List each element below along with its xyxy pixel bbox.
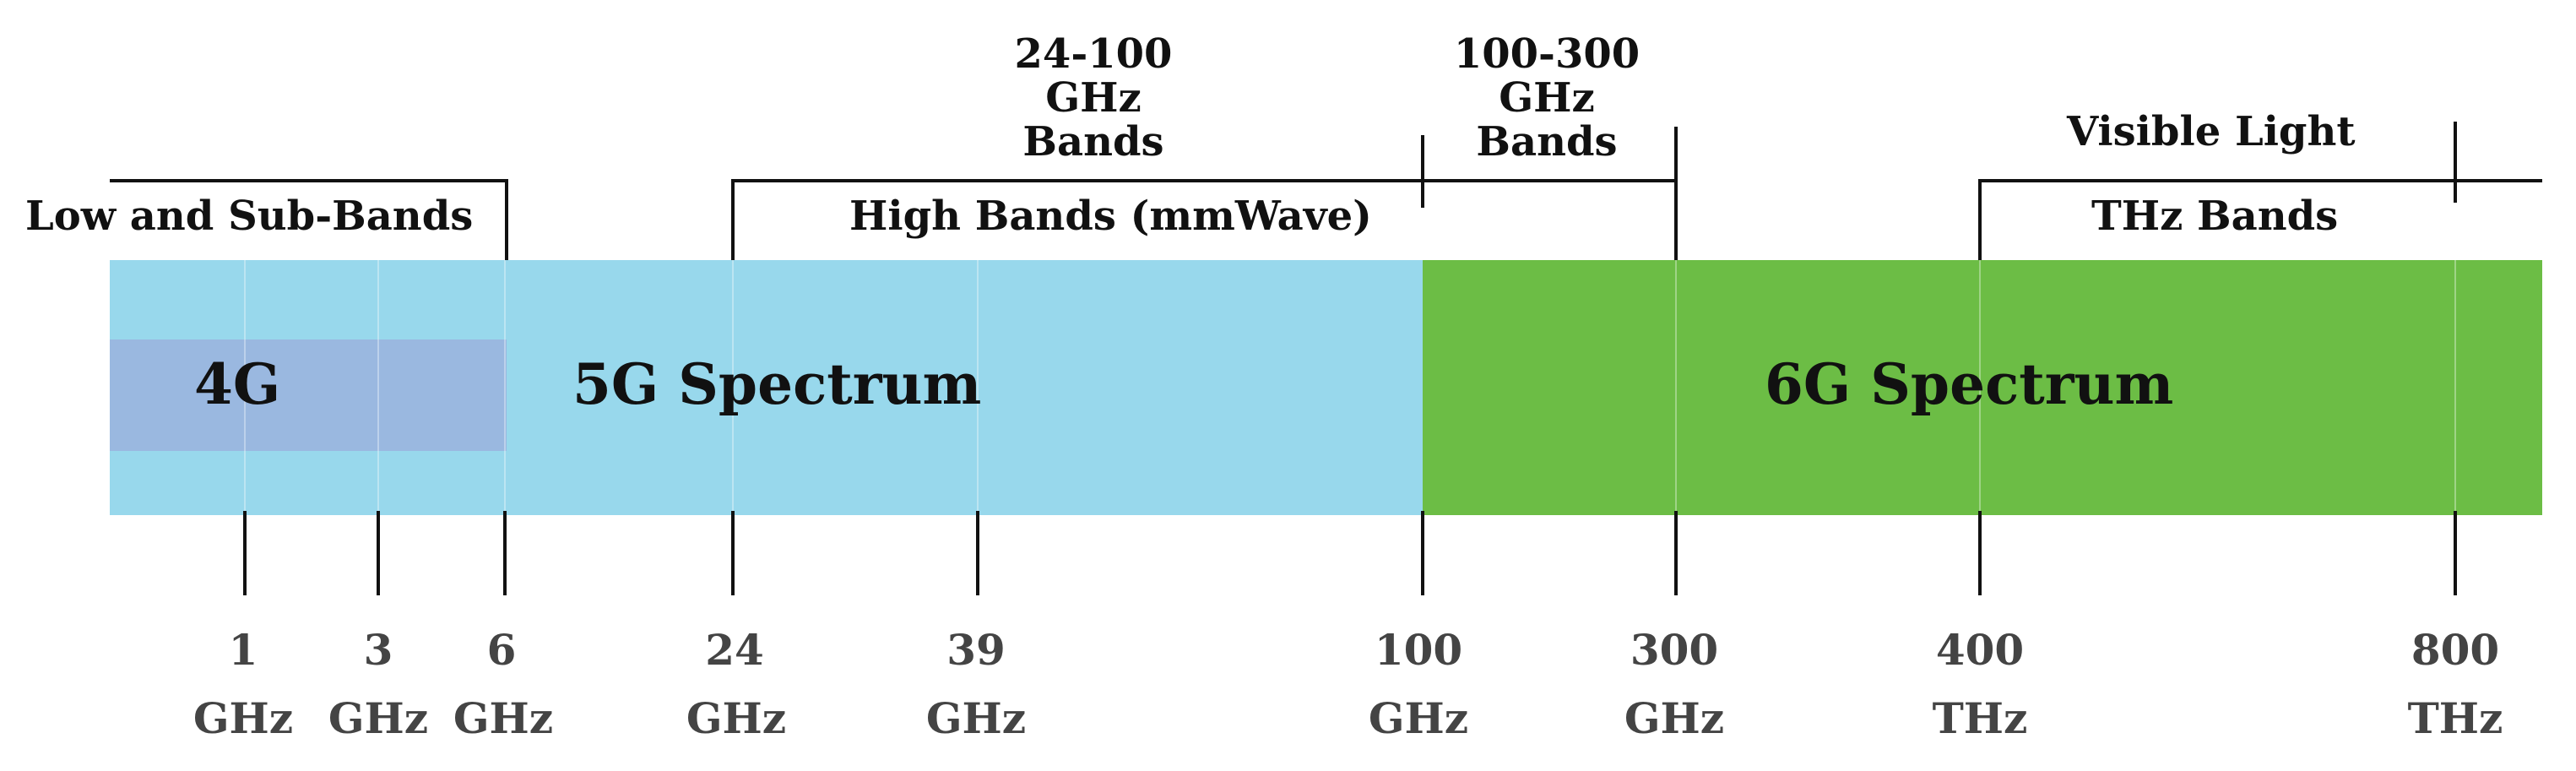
thz-bands-label: THz Bands [2091, 193, 2338, 240]
bar-gridlines [244, 260, 2456, 515]
visible-light-label: Visible Light [2066, 108, 2356, 155]
svg-text:Bands: Bands [1022, 118, 1163, 166]
tick-unit: GHz [926, 693, 1026, 743]
high-bands-bracket: High Bands (mmWave) [731, 127, 1678, 260]
svg-text:GHz: GHz [1499, 74, 1595, 122]
svg-text:24-100: 24-100 [1015, 30, 1173, 78]
four-g-band [110, 339, 507, 451]
tick-labels: 1 GHz 3 GHz 6 GHz 24 GHz 39 GHz 100 GHz … [193, 625, 2503, 743]
low-bands-bracket: Low and Sub-Bands [25, 179, 508, 260]
six-g-label: 6G Spectrum [1765, 351, 2173, 417]
band-100-300-label: 100-300 GHz Bands [1454, 30, 1640, 166]
svg-text:GHz: GHz [1045, 74, 1142, 122]
tick-value: 800 [2411, 625, 2499, 675]
tick-value: 100 [1375, 625, 1462, 675]
tick-value: 300 [1630, 625, 1718, 675]
five-g-label: 5G Spectrum [572, 351, 981, 417]
tick-unit: GHz [193, 693, 293, 743]
svg-text:100-300: 100-300 [1454, 30, 1640, 78]
tick-value: 24 [705, 625, 764, 675]
tick-value: 1 [229, 625, 258, 675]
high-bands-label: High Bands (mmWave) [849, 193, 1372, 240]
four-g-label: 4G [194, 351, 280, 417]
tick-value: 6 [487, 625, 517, 675]
tick-unit: GHz [1624, 693, 1724, 743]
tick-unit: GHz [1369, 693, 1468, 743]
tick-unit: GHz [686, 693, 786, 743]
tick-unit: THz [1933, 693, 2028, 743]
tick-value: 3 [364, 625, 393, 675]
tick-value: 39 [946, 625, 1006, 675]
svg-text:Bands: Bands [1476, 118, 1617, 166]
tick-unit: THz [2408, 693, 2503, 743]
tick-value: 400 [1936, 625, 2024, 675]
thz-bands-bracket: THz Bands Visible Light [1978, 108, 2542, 260]
band-24-100-label: 24-100 GHz Bands [1015, 30, 1173, 166]
tick-unit: GHz [453, 693, 553, 743]
tick-unit: GHz [328, 693, 428, 743]
tick-marks [243, 511, 2457, 595]
low-bands-label: Low and Sub-Bands [25, 193, 473, 240]
six-g-band [1423, 260, 2542, 515]
